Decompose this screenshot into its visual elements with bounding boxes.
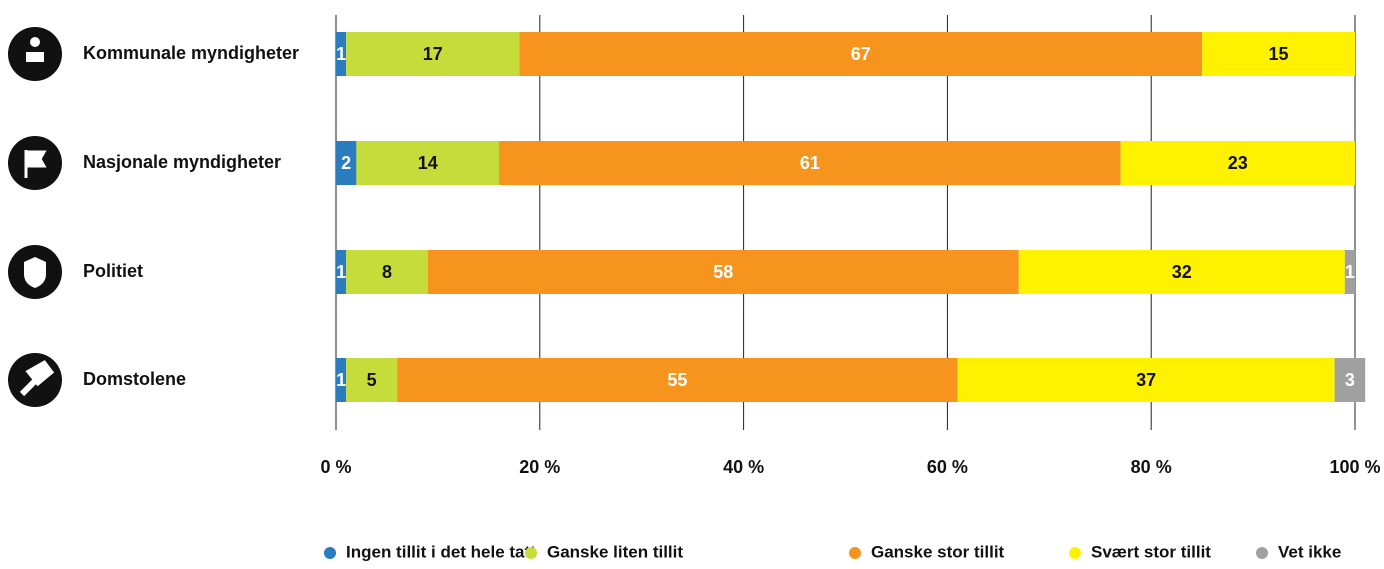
data-label: 1 — [336, 370, 346, 390]
icon-glyph — [30, 37, 40, 47]
bar-segment — [427, 250, 1019, 294]
data-label: 58 — [713, 262, 733, 282]
data-label: 1 — [1345, 262, 1355, 282]
legend-swatch — [849, 547, 861, 559]
bar-segment — [346, 250, 428, 294]
category-label: Domstolene — [83, 369, 186, 389]
bar-segment — [957, 358, 1335, 402]
data-label: 1 — [336, 262, 346, 282]
x-tick-label: 60 % — [927, 457, 968, 477]
bar-segment — [356, 141, 500, 185]
data-label: 61 — [800, 153, 820, 173]
x-tick-label: 100 % — [1329, 457, 1380, 477]
icon-glyph — [24, 257, 46, 288]
bar-segment — [346, 32, 520, 76]
data-label: 55 — [667, 370, 687, 390]
legend-swatch — [1256, 547, 1268, 559]
data-label: 2 — [341, 153, 351, 173]
bar-segment — [1202, 32, 1355, 76]
icon-glyph — [19, 360, 55, 397]
bar-segment — [519, 32, 1203, 76]
data-label: 5 — [367, 370, 377, 390]
category-label: Politiet — [83, 261, 143, 281]
x-tick-label: 80 % — [1131, 457, 1172, 477]
icon-glyph — [24, 150, 47, 178]
bar-segment — [1344, 250, 1355, 294]
bar-segment — [336, 32, 347, 76]
bar-segment — [336, 141, 357, 185]
legend-label: Vet ikke — [1278, 542, 1341, 561]
x-tick-label: 0 % — [320, 457, 351, 477]
bar-segment — [397, 358, 958, 402]
bar-segment — [499, 141, 1121, 185]
data-label: 17 — [423, 44, 443, 64]
bar-segment — [1120, 141, 1355, 185]
data-label: 23 — [1228, 153, 1248, 173]
data-label: 1 — [336, 44, 346, 64]
x-tick-label: 40 % — [723, 457, 764, 477]
bar-segment — [336, 358, 347, 402]
legend-swatch — [1069, 547, 1081, 559]
data-label: 15 — [1269, 44, 1289, 64]
icon-glyph — [26, 52, 44, 62]
data-label: 67 — [851, 44, 871, 64]
legend-swatch — [324, 547, 336, 559]
legend-swatch — [525, 547, 537, 559]
category-label: Kommunale myndigheter — [83, 43, 299, 63]
bar-segment — [1018, 250, 1345, 294]
data-label: 3 — [1345, 370, 1355, 390]
legend-label: Ganske stor tillit — [871, 542, 1005, 561]
category-icons — [8, 27, 62, 407]
bar-segment — [336, 250, 347, 294]
category-label: Nasjonale myndigheter — [83, 152, 281, 172]
data-label: 37 — [1136, 370, 1156, 390]
x-tick-label: 20 % — [519, 457, 560, 477]
bar-segment — [1334, 358, 1366, 402]
data-label: 8 — [382, 262, 392, 282]
legend-label: Ganske liten tillit — [547, 542, 683, 561]
data-label: 14 — [418, 153, 438, 173]
legend-label: Ingen tillit i det hele tatt — [346, 542, 536, 561]
data-label: 32 — [1172, 262, 1192, 282]
legend-label: Svært stor tillit — [1091, 542, 1211, 561]
bar-segment — [346, 358, 398, 402]
